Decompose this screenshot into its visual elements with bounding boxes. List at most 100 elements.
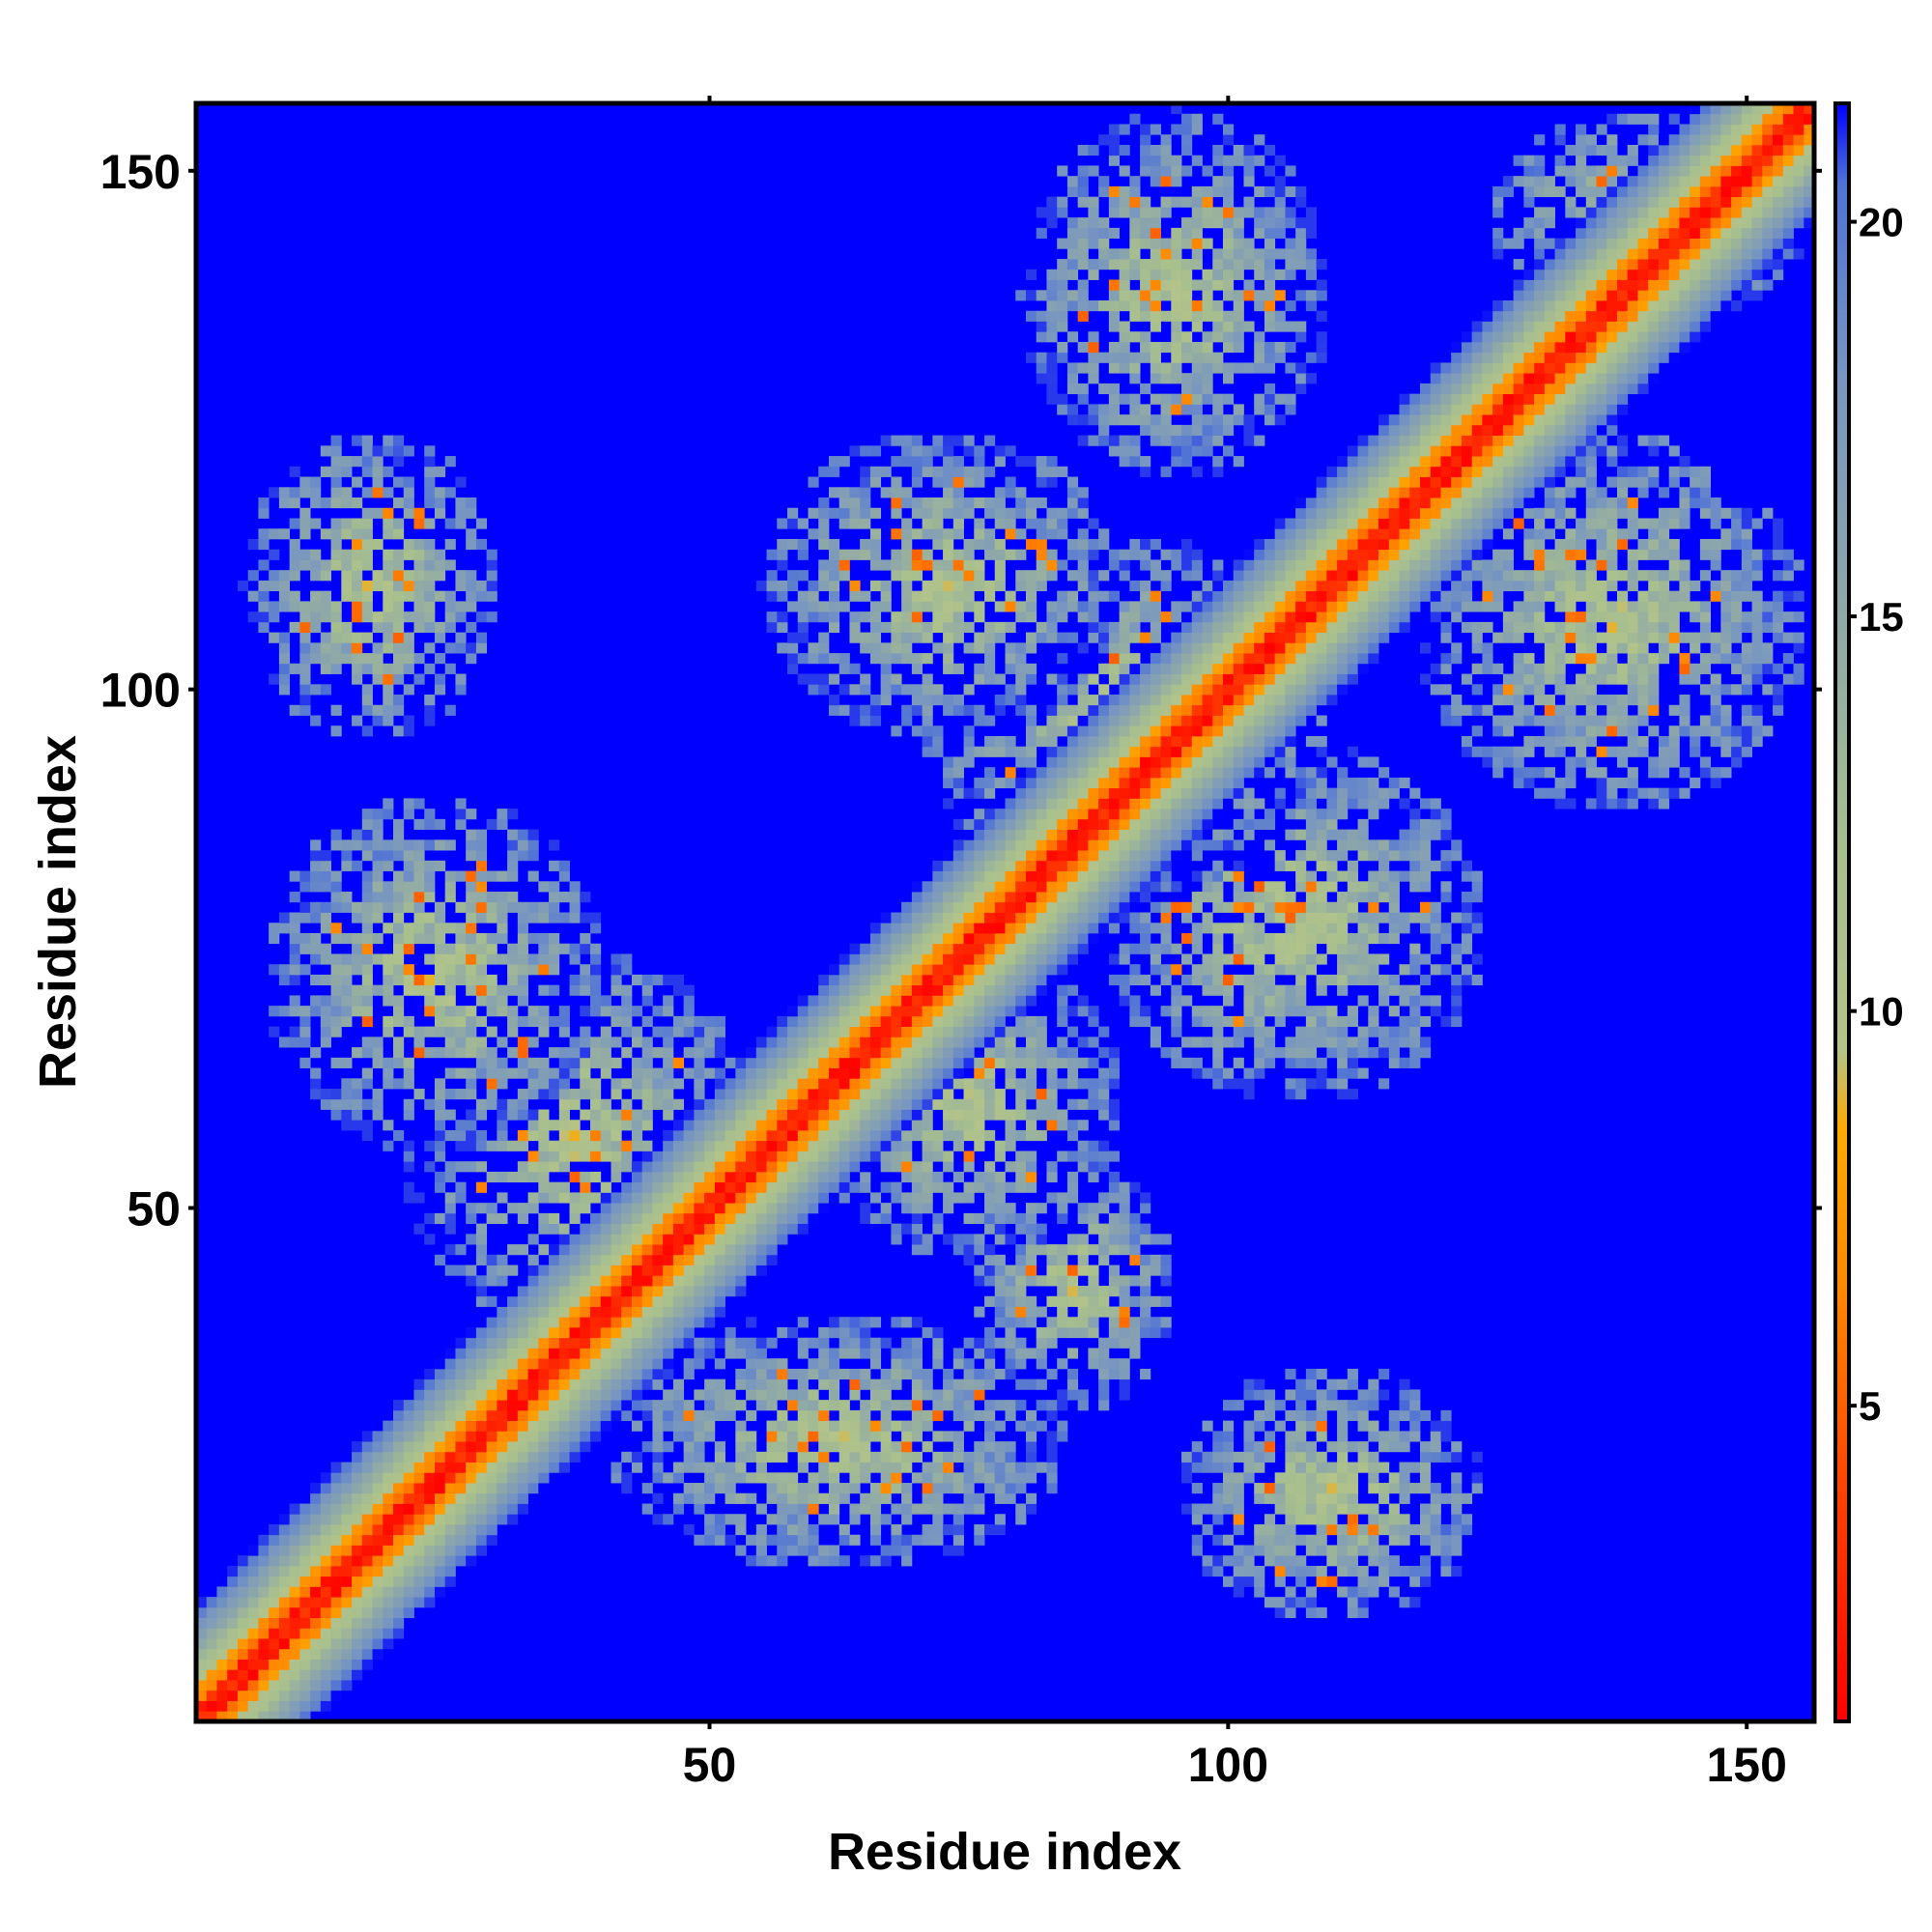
heatmap-cell — [683, 1295, 695, 1307]
heatmap-cell — [838, 1151, 850, 1162]
heatmap-cell — [341, 1462, 353, 1473]
heatmap-cell — [580, 1244, 591, 1256]
heatmap-cell — [808, 1431, 819, 1442]
heatmap-cell — [974, 984, 985, 996]
heatmap-cell — [777, 1181, 788, 1193]
heatmap-cell — [1098, 528, 1110, 540]
heatmap-cell — [932, 974, 944, 986]
heatmap-cell — [777, 1514, 788, 1525]
heatmap-cell — [943, 497, 954, 509]
heatmap-cell — [497, 1037, 508, 1048]
heatmap-cell — [838, 1368, 850, 1380]
heatmap-cell — [994, 1306, 1006, 1318]
heatmap-cell — [497, 1420, 508, 1432]
heatmap-cell — [486, 1523, 497, 1536]
heatmap-cell — [891, 435, 902, 446]
heatmap-cell — [590, 1140, 602, 1151]
heatmap-cell — [880, 435, 892, 446]
heatmap-cell — [1046, 1067, 1058, 1079]
heatmap-cell — [330, 466, 342, 477]
heatmap-cell — [206, 1659, 217, 1670]
heatmap-cell — [849, 943, 861, 954]
heatmap-cell — [1088, 196, 1099, 208]
heatmap-cell — [683, 1047, 695, 1059]
heatmap-cell — [994, 818, 1006, 831]
heatmap-cell — [818, 1078, 830, 1090]
heatmap-cell — [787, 642, 799, 654]
heatmap-cell — [1108, 1120, 1121, 1131]
heatmap-cell — [538, 1337, 550, 1349]
heatmap-cell — [455, 1244, 467, 1256]
heatmap-cell — [901, 435, 913, 446]
heatmap-cell — [1015, 1264, 1027, 1276]
heatmap-cell — [952, 1098, 964, 1110]
heatmap-cell — [869, 943, 882, 954]
heatmap-cell — [984, 953, 996, 965]
heatmap-cell — [797, 1067, 809, 1079]
heatmap-cell — [652, 1431, 664, 1442]
heatmap-cell — [517, 1203, 528, 1214]
heatmap-cell — [310, 1617, 322, 1629]
heatmap-cell — [558, 1462, 570, 1473]
heatmap-cell — [383, 1067, 394, 1079]
heatmap-cell — [963, 1451, 975, 1463]
heatmap-cell — [538, 912, 550, 923]
heatmap-cell — [507, 943, 519, 954]
heatmap-cell — [1108, 850, 1121, 862]
heatmap-cell — [641, 974, 653, 986]
heatmap-cell — [932, 892, 944, 903]
heatmap-cell — [361, 1492, 373, 1504]
heatmap-cell — [590, 1037, 602, 1048]
heatmap-cell — [299, 1690, 311, 1701]
heatmap-cell — [974, 497, 985, 509]
heatmap-cell — [922, 746, 933, 757]
heatmap-cell — [497, 1462, 508, 1473]
heatmap-cell — [341, 1492, 353, 1504]
heatmap-cell — [475, 1523, 488, 1536]
heatmap-cell — [808, 476, 819, 488]
heatmap-cell — [1077, 1140, 1089, 1151]
heatmap-cell — [320, 901, 331, 913]
heatmap-cell — [828, 1348, 840, 1359]
heatmap-cell — [724, 1409, 736, 1422]
heatmap-cell — [1057, 290, 1068, 301]
heatmap-cell — [580, 892, 591, 903]
heatmap-cell — [838, 570, 850, 582]
heatmap-cell — [600, 1420, 611, 1432]
heatmap-cell — [777, 1534, 788, 1546]
heatmap-cell — [984, 995, 996, 1007]
heatmap-cell — [352, 1586, 363, 1598]
heatmap-cell — [1088, 373, 1099, 384]
heatmap-cell — [1129, 870, 1141, 882]
heatmap-cell — [963, 1472, 975, 1484]
heatmap-cell — [1025, 818, 1037, 831]
heatmap-cell — [818, 974, 830, 986]
heatmap-cell — [869, 1151, 882, 1162]
heatmap-cell — [849, 580, 861, 592]
heatmap-cell — [724, 1514, 736, 1525]
heatmap-cell — [901, 1161, 913, 1173]
heatmap-cell — [320, 995, 331, 1007]
heatmap-cell — [1057, 404, 1068, 415]
heatmap-cell — [444, 1420, 456, 1432]
heatmap-cell — [672, 1264, 685, 1276]
heatmap-cell — [444, 1203, 456, 1214]
heatmap-cell — [466, 1089, 477, 1100]
heatmap-cell — [828, 1120, 840, 1131]
heatmap-cell — [1119, 124, 1130, 135]
heatmap-cell — [652, 1067, 664, 1079]
heatmap-cell — [1057, 1286, 1068, 1297]
heatmap-cell — [1077, 165, 1089, 177]
heatmap-cell — [517, 1389, 528, 1401]
heatmap-cell — [216, 1711, 228, 1722]
heatmap-cell — [486, 1212, 497, 1225]
heatmap-cell — [444, 1192, 456, 1204]
heatmap-cell — [1046, 912, 1058, 923]
heatmap-cell — [860, 1441, 871, 1453]
heatmap-cell — [434, 1109, 446, 1121]
heatmap-cell — [694, 1492, 705, 1504]
heatmap-cell — [383, 1026, 394, 1037]
heatmap-cell — [860, 704, 871, 716]
heatmap-cell — [808, 1358, 819, 1370]
heatmap-cell — [558, 1244, 570, 1256]
